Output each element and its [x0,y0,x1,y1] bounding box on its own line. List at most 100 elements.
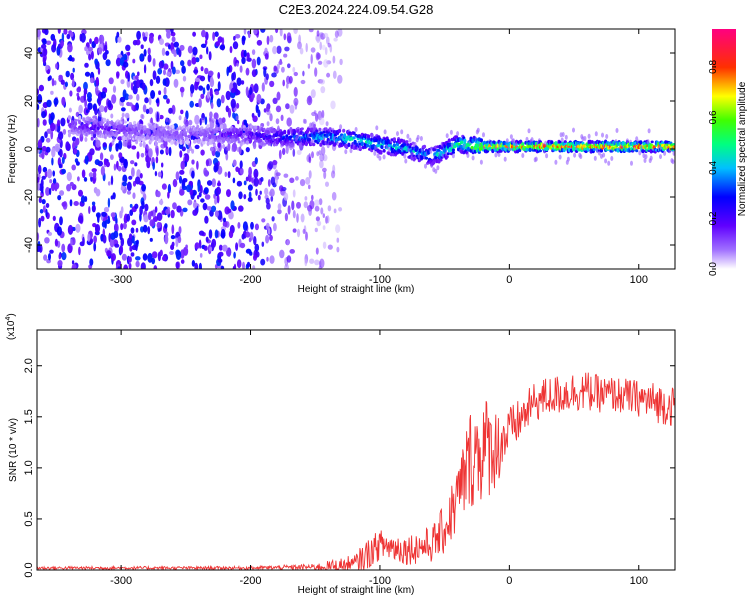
heatmap-ridge-cell [175,130,179,136]
heatmap-ridge-cell [171,124,175,130]
heatmap-halo-cell [416,134,420,140]
heatmap-noise-cell [167,191,170,199]
heatmap-halo-cell [572,127,575,133]
heatmap-noise-cell [120,206,124,214]
heatmap-noise-cell [110,212,116,218]
heatmap-y-tick-label: -20 [23,189,35,205]
snr-scale-factor: (x104) [5,313,17,340]
heatmap-noise-cell [338,207,343,212]
heatmap-noise-cell [197,195,200,200]
heatmap-noise-cell [141,184,147,192]
heatmap-noise-cell [211,205,217,212]
heatmap-ridge-cell [318,127,322,132]
heatmap-noise-cell [148,34,154,44]
heatmap-noise-cell [89,238,94,244]
heatmap-noise-cell [232,112,236,119]
heatmap-noise-cell [319,117,325,126]
heatmap-ridge-cell [342,128,346,133]
heatmap-noise-cell [132,39,138,46]
heatmap-noise-cell [81,169,86,178]
heatmap-noise-cell [161,47,166,57]
heatmap-noise-cell [283,33,287,41]
heatmap-noise-cell [89,38,92,44]
heatmap-noise-cell [292,228,297,233]
heatmap-noise-cell [50,33,56,41]
heatmap-noise-cell [304,196,308,201]
heatmap-ridge-cell [437,149,441,152]
heatmap-noise-cell [50,112,55,121]
heatmap-noise-cell [173,41,179,48]
heatmap-noise-cell [167,183,171,194]
heatmap-halo-cell [456,131,460,137]
heatmap-noise-cell [319,41,323,51]
heatmap-ridge-cell [379,150,383,155]
heatmap-noise-cell [60,40,64,47]
heatmap-noise-cell [105,161,110,168]
heatmap-noise-cell [299,47,304,55]
heatmap-ridge-cell [417,159,421,163]
heatmap-noise-cell [260,258,266,266]
heatmap-noise-cell [275,105,282,113]
heatmap-noise-cell [135,260,140,268]
heatmap-noise-cell [264,187,269,196]
heatmap-noise-cell [122,61,129,68]
heatmap-halo-cell [610,156,614,161]
heatmap-noise-cell [45,137,51,143]
heatmap-ridge-cell [439,158,443,162]
heatmap-noise-cell [101,211,107,217]
heatmap-noise-cell [57,195,62,201]
heatmap-noise-cell [206,91,210,99]
heatmap-noise-cell [149,219,155,227]
heatmap-ridge-cell [300,127,304,131]
heatmap-noise-cell [272,46,278,55]
heatmap-noise-cell [267,179,271,187]
heatmap-noise-cell [314,199,320,207]
heatmap-noise-cell [45,186,50,196]
heatmap-noise-cell [233,35,236,41]
heatmap-noise-cell [78,104,83,114]
heatmap-noise-cell [131,235,135,244]
heatmap-noise-cell [224,171,228,177]
heatmap-noise-cell [136,93,140,102]
heatmap-noise-cell [98,105,105,113]
heatmap-y-tick-label: 0 [23,146,35,152]
heatmap-noise-cell [158,60,164,69]
heatmap-noise-cell [158,199,164,205]
heatmap-noise-cell [41,145,47,152]
heatmap-noise-cell [317,60,323,65]
heatmap-noise-cell [278,60,283,65]
heatmap-halo-cell [358,144,362,150]
heatmap-noise-cell [163,63,169,70]
heatmap-noise-cell [203,187,209,195]
heatmap-noise-cell [214,229,219,239]
heatmap-noise-cell [197,183,201,193]
heatmap-noise-cell [162,78,167,86]
heatmap-noise-cell [142,104,147,113]
heatmap-noise-cell [130,160,135,165]
heatmap-noise-cell [58,253,62,260]
heatmap-noise-cell [245,67,250,76]
heatmap-noise-cell [239,242,246,249]
heatmap-noise-cell [90,50,94,60]
heatmap-ridge-cell [343,133,347,138]
heatmap-noise-cell [250,221,254,230]
heatmap-noise-cell [120,186,125,191]
heatmap-noise-cell [156,111,159,122]
heatmap-noise-cell [84,196,88,202]
heatmap-halo-cell [630,160,633,166]
heatmap-noise-cell [261,82,265,92]
heatmap-ridge-cell [252,135,256,140]
heatmap-noise-cell [269,255,275,264]
heatmap-ridge-cell [194,139,198,143]
heatmap-noise-cell [47,231,53,236]
heatmap-ridge-cell [347,142,351,147]
heatmap-noise-cell [337,74,343,84]
heatmap-noise-cell [241,57,246,65]
heatmap-noise-cell [205,39,208,46]
heatmap-noise-cell [243,180,247,186]
heatmap-noise-cell [332,70,337,80]
snr-x-tick-label: -200 [240,575,262,587]
heatmap-noise-cell [302,70,305,77]
heatmap-noise-cell [59,190,65,196]
snr-x-tick-label: 0 [506,575,512,587]
